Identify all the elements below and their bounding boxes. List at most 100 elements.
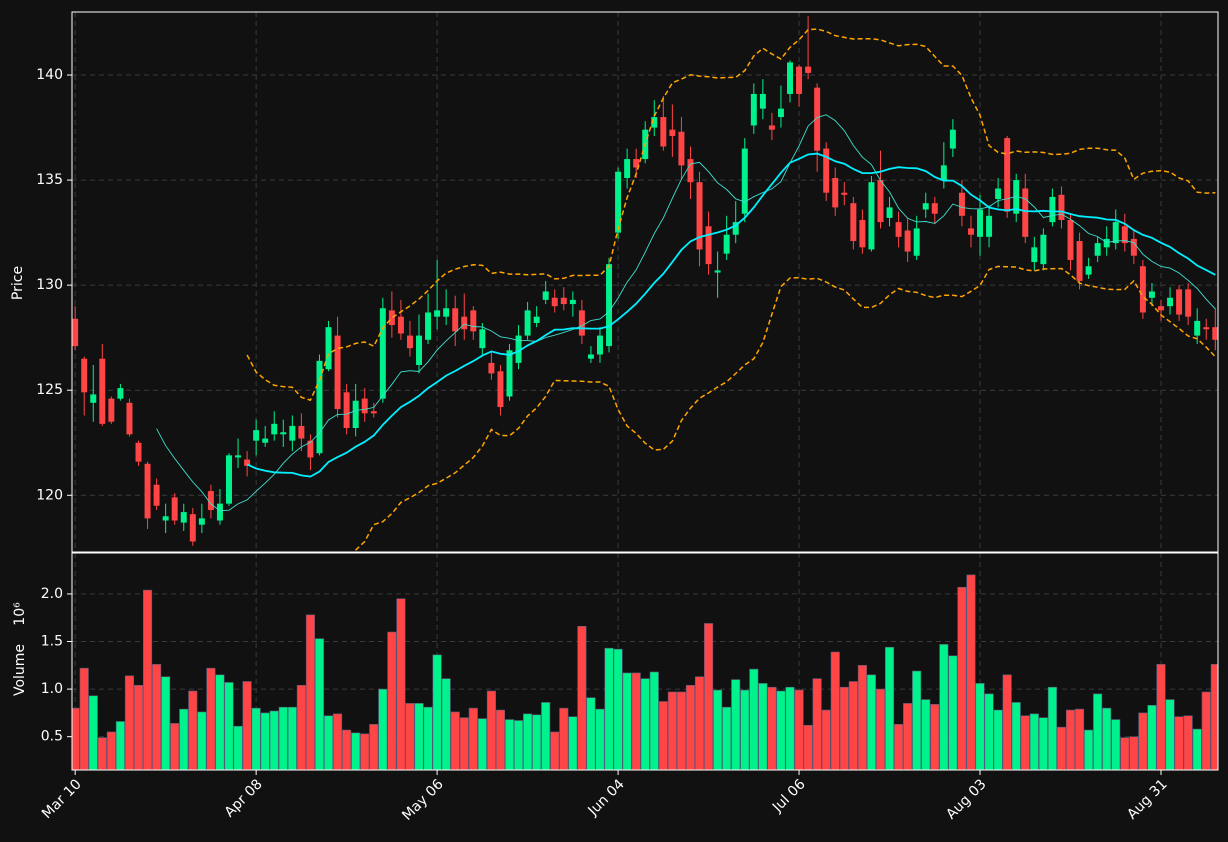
candle-body [596, 335, 603, 355]
volume-bar [278, 706, 288, 770]
candle-body [986, 215, 993, 237]
volume-bar [523, 713, 533, 770]
candle-body [958, 192, 965, 216]
candle-body [425, 312, 432, 340]
bollinger-upper [246, 28, 1216, 402]
candle-body [388, 310, 395, 326]
candle-body [922, 203, 929, 210]
volume-frame [71, 552, 1219, 771]
price-frame [71, 11, 1219, 553]
candle-body [262, 438, 269, 443]
volume-bar [957, 586, 967, 770]
candle-body [777, 108, 784, 118]
volume-bar [260, 712, 270, 770]
candle-body [135, 442, 142, 462]
candle-body [298, 425, 305, 439]
volume-bar [1147, 704, 1157, 770]
volume-bar [504, 719, 515, 770]
volume-bar [360, 733, 370, 770]
candle-body [1203, 327, 1210, 330]
candle-body [633, 159, 640, 168]
volume-bar [785, 686, 795, 770]
volume-bar [559, 707, 569, 770]
volume-bar [468, 707, 478, 770]
candle-body [606, 264, 613, 347]
volume-bar [170, 723, 180, 770]
volume-bar [432, 654, 442, 770]
candle-body [397, 316, 404, 334]
candle-body [967, 228, 974, 235]
volume-bar [1138, 712, 1148, 770]
candle-body [913, 228, 920, 256]
volume-bar [215, 674, 225, 770]
candle-body [1130, 238, 1137, 256]
volume-bar [305, 614, 315, 770]
candle-body [660, 117, 667, 147]
volume-bar [486, 690, 496, 770]
candle-body [877, 180, 884, 223]
volume-bar [1047, 686, 1057, 770]
candle-body [841, 192, 848, 195]
volume-bar [133, 684, 144, 770]
candle-body [126, 402, 133, 435]
volume-bar [1020, 715, 1030, 770]
volume-bar [1093, 693, 1103, 770]
candle-body [307, 440, 314, 458]
volume-bar [658, 701, 668, 770]
candle-body [162, 516, 169, 521]
volume-bar [269, 710, 279, 770]
candle-body [687, 159, 694, 183]
volume-bar [242, 681, 252, 770]
volume-bar [1056, 726, 1067, 770]
volume-bar [821, 709, 831, 770]
candle-body [497, 371, 504, 408]
volume-bar [333, 713, 343, 770]
candle-body [551, 297, 558, 307]
candle-body [334, 335, 341, 410]
volume-bar [622, 672, 632, 770]
candle-body [796, 66, 803, 94]
volume-bar [124, 675, 135, 770]
volume-bar [115, 721, 125, 770]
volume-bar [586, 697, 596, 770]
volume-bar [830, 651, 840, 770]
candle-body [452, 308, 459, 332]
candle-body [678, 131, 685, 166]
volume-bar [1011, 702, 1021, 770]
volume-bar [97, 737, 107, 770]
volume-bar [441, 678, 451, 770]
candle-body [90, 394, 97, 403]
volume-bar [930, 704, 940, 770]
candle-body [515, 335, 522, 363]
candle-body [244, 459, 251, 466]
price-marks [72, 16, 1218, 552]
volume-marks [72, 574, 1218, 770]
volume-bar [803, 724, 813, 770]
volume-bar [287, 706, 297, 770]
volume-bar [1165, 699, 1175, 770]
volume-bar [894, 724, 904, 770]
volume-bar [857, 665, 867, 770]
volume-bar [812, 678, 822, 770]
candle-body [714, 270, 721, 273]
volume-bar [513, 720, 524, 770]
volume-bar [233, 725, 243, 770]
volume-bar [72, 707, 80, 770]
y-tick-label: 140 [36, 67, 63, 83]
volume-bar [1029, 713, 1039, 770]
candle-body [1112, 222, 1119, 244]
candle-body [1194, 320, 1201, 336]
candle-body [705, 226, 712, 265]
candle-body [805, 66, 812, 73]
volume-bar [676, 691, 686, 770]
volume-bar [694, 676, 705, 770]
volume-bar [975, 683, 985, 770]
candle-body [759, 93, 766, 109]
candle-body [443, 308, 450, 317]
candle-body [832, 177, 839, 208]
candle-body [316, 360, 323, 454]
candle-body [189, 514, 196, 542]
volume-bar [640, 678, 650, 770]
candle-body [1076, 241, 1083, 281]
volume-bar [1111, 719, 1121, 770]
